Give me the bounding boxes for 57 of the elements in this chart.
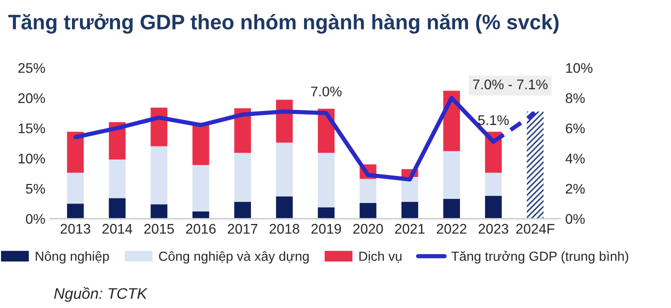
bar — [485, 196, 502, 219]
legend-label: Dịch vụ — [359, 251, 402, 263]
bar — [276, 100, 293, 143]
bar — [108, 198, 126, 219]
x-tick-label: 2021 — [395, 224, 425, 234]
bar — [192, 122, 210, 165]
bar — [276, 142, 293, 196]
y2-tick-label: 4% — [565, 154, 585, 164]
y-tick-label: 25% — [18, 63, 45, 73]
bar — [276, 196, 293, 219]
legend-label: Tăng trưởng GDP (trung bình) — [451, 250, 628, 264]
y2-tick-label: 6% — [566, 123, 585, 134]
bar — [150, 204, 168, 219]
bar — [234, 202, 251, 219]
data-label: 5.1% — [478, 115, 509, 126]
x-tick-label: 2020 — [353, 224, 383, 234]
y2-tick-label: 8% — [566, 93, 585, 104]
y-tick-label: 0% — [26, 214, 45, 224]
bar — [401, 202, 418, 219]
y-tick-label: 10% — [18, 154, 45, 164]
bar — [318, 207, 335, 219]
x-tick-label: 2016 — [186, 224, 216, 234]
x-tick-label: 2014 — [102, 224, 132, 234]
legend-label: Nông nghiệp — [36, 251, 110, 264]
x-tick-label: 2017 — [228, 224, 258, 234]
bar — [443, 198, 460, 219]
chart-title: Tăng trưởng GDP theo nhóm ngành hàng năm (% svck) — [8, 14, 559, 34]
legend-label: Công nghiệp và xây dựng — [159, 251, 309, 264]
bar — [443, 151, 460, 199]
bar — [150, 146, 168, 204]
x-tick-label: 2024F — [516, 224, 554, 234]
y-tick-label: 15% — [18, 124, 45, 134]
y-tick-label: 20% — [18, 93, 45, 104]
y2-tick-label: 10% — [566, 63, 592, 73]
bar — [67, 132, 84, 173]
bar — [67, 172, 84, 204]
bar — [234, 152, 251, 202]
data-label: 7.0% — [311, 86, 342, 96]
x-tick-label: 2019 — [311, 224, 341, 234]
bar — [234, 108, 251, 153]
bar — [192, 164, 210, 212]
y2-tick-label: 0% — [566, 214, 585, 224]
bar — [485, 172, 502, 196]
x-tick-label: 2013 — [60, 224, 90, 234]
x-tick-label: 2023 — [478, 224, 508, 234]
bar — [360, 178, 376, 203]
x-tick-label: 2015 — [144, 224, 174, 234]
y2-tick-label: 2% — [566, 184, 585, 194]
x-tick-label: 2018 — [270, 224, 300, 234]
bar — [67, 204, 84, 219]
annotation: 7.0% - 7.1% — [473, 80, 548, 90]
bar — [360, 202, 376, 219]
x-tick-label: 2022 — [436, 224, 466, 234]
bar — [108, 160, 126, 198]
text: Nguồn: TCTK — [54, 287, 148, 302]
y-tick-label: 5% — [26, 184, 45, 194]
bar — [318, 152, 335, 208]
